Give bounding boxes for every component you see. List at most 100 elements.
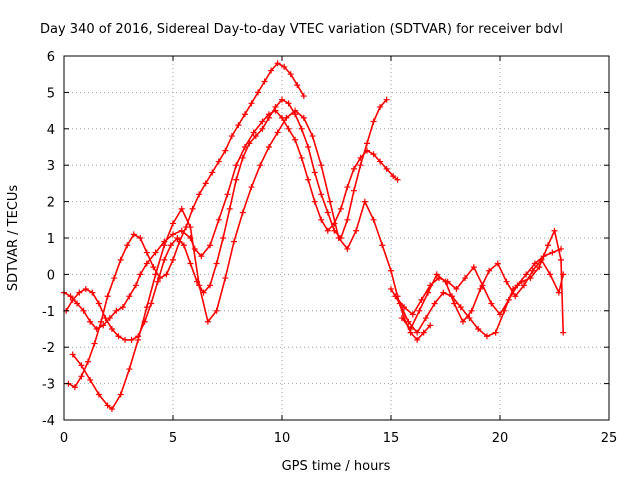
data-point bbox=[414, 329, 421, 336]
data-point bbox=[324, 227, 331, 234]
data-point bbox=[422, 315, 429, 322]
data-point bbox=[418, 296, 425, 303]
data-point bbox=[148, 300, 155, 307]
data-point bbox=[67, 293, 74, 300]
data-point bbox=[69, 351, 76, 358]
data-point bbox=[143, 304, 150, 311]
data-point bbox=[294, 82, 301, 89]
data-point bbox=[117, 391, 124, 398]
data-point bbox=[119, 304, 126, 311]
data-point bbox=[248, 100, 255, 107]
data-point bbox=[222, 275, 229, 282]
data-point bbox=[213, 307, 220, 314]
data-point bbox=[370, 151, 377, 158]
data-point bbox=[390, 173, 397, 180]
data-point bbox=[143, 260, 150, 267]
data-point bbox=[405, 318, 412, 325]
data-point bbox=[427, 322, 434, 329]
data-point bbox=[152, 271, 159, 278]
data-point bbox=[100, 322, 107, 329]
data-point bbox=[377, 103, 384, 110]
y-tick-label: 0 bbox=[47, 268, 55, 283]
y-tick-label: 1 bbox=[47, 232, 55, 247]
data-point bbox=[503, 278, 510, 285]
data-point bbox=[414, 336, 421, 343]
data-point bbox=[161, 242, 168, 249]
data-point bbox=[78, 373, 85, 380]
data-point bbox=[335, 235, 342, 241]
data-point bbox=[180, 242, 187, 249]
series-track-2 bbox=[63, 96, 390, 343]
x-tick-label: 5 bbox=[169, 431, 177, 446]
x-tick-label: 0 bbox=[60, 431, 68, 446]
data-point bbox=[259, 125, 266, 132]
data-point bbox=[547, 271, 554, 278]
data-point bbox=[117, 256, 124, 263]
data-point bbox=[231, 238, 238, 245]
data-point bbox=[486, 267, 493, 274]
data-point bbox=[124, 242, 131, 249]
data-point bbox=[274, 129, 281, 136]
x-tick-label: 10 bbox=[274, 431, 291, 446]
data-point bbox=[344, 216, 351, 223]
data-point bbox=[337, 205, 344, 212]
data-point bbox=[233, 162, 240, 169]
x-tick-label: 25 bbox=[601, 431, 618, 446]
data-point bbox=[287, 71, 294, 78]
data-point bbox=[74, 300, 81, 307]
data-point bbox=[505, 296, 512, 303]
data-point bbox=[71, 384, 78, 391]
y-tick-label: 4 bbox=[47, 123, 55, 138]
data-point bbox=[143, 249, 150, 256]
data-point bbox=[279, 96, 285, 103]
data-point bbox=[350, 165, 357, 172]
data-point bbox=[433, 271, 440, 278]
y-tick-label: 2 bbox=[47, 196, 55, 211]
data-point bbox=[459, 318, 466, 325]
data-point bbox=[361, 198, 368, 205]
data-point bbox=[69, 296, 76, 303]
data-point bbox=[560, 271, 567, 278]
data-point bbox=[161, 256, 168, 263]
series-line bbox=[401, 258, 564, 330]
data-point bbox=[213, 260, 220, 267]
data-point bbox=[370, 216, 377, 223]
data-point bbox=[268, 67, 275, 74]
data-point bbox=[488, 300, 495, 307]
data-point bbox=[265, 144, 272, 150]
y-tick-labels: -4 -3 -2 -1 0 1 2 3 4 5 6 bbox=[42, 50, 55, 429]
data-point bbox=[383, 96, 390, 103]
data-point bbox=[305, 176, 312, 183]
x-tick-label: 20 bbox=[492, 431, 509, 446]
data-point bbox=[215, 216, 222, 223]
data-point bbox=[111, 275, 118, 282]
series-track-7 bbox=[398, 256, 567, 332]
data-point bbox=[176, 238, 183, 245]
data-point bbox=[555, 289, 562, 296]
data-point bbox=[281, 63, 288, 70]
data-point bbox=[189, 205, 196, 212]
data-point bbox=[167, 242, 174, 249]
data-point bbox=[300, 114, 307, 121]
data-point bbox=[87, 376, 94, 383]
data-point bbox=[207, 242, 214, 249]
data-point bbox=[470, 264, 477, 271]
data-point bbox=[440, 289, 447, 296]
data-point bbox=[80, 307, 87, 314]
chart-title: Day 340 of 2016, Sidereal Day-to-day VTE… bbox=[40, 22, 563, 37]
data-point bbox=[235, 122, 242, 129]
data-point bbox=[551, 227, 558, 234]
data-point bbox=[416, 307, 423, 314]
data-point bbox=[87, 318, 94, 325]
data-point bbox=[255, 89, 262, 96]
data-point bbox=[318, 191, 325, 198]
data-point bbox=[98, 318, 105, 325]
data-point bbox=[239, 154, 246, 161]
data-point bbox=[272, 103, 279, 110]
data-point bbox=[311, 198, 318, 205]
data-point bbox=[492, 329, 499, 336]
data-point bbox=[466, 315, 473, 322]
data-point bbox=[233, 176, 240, 183]
data-point bbox=[523, 271, 530, 278]
